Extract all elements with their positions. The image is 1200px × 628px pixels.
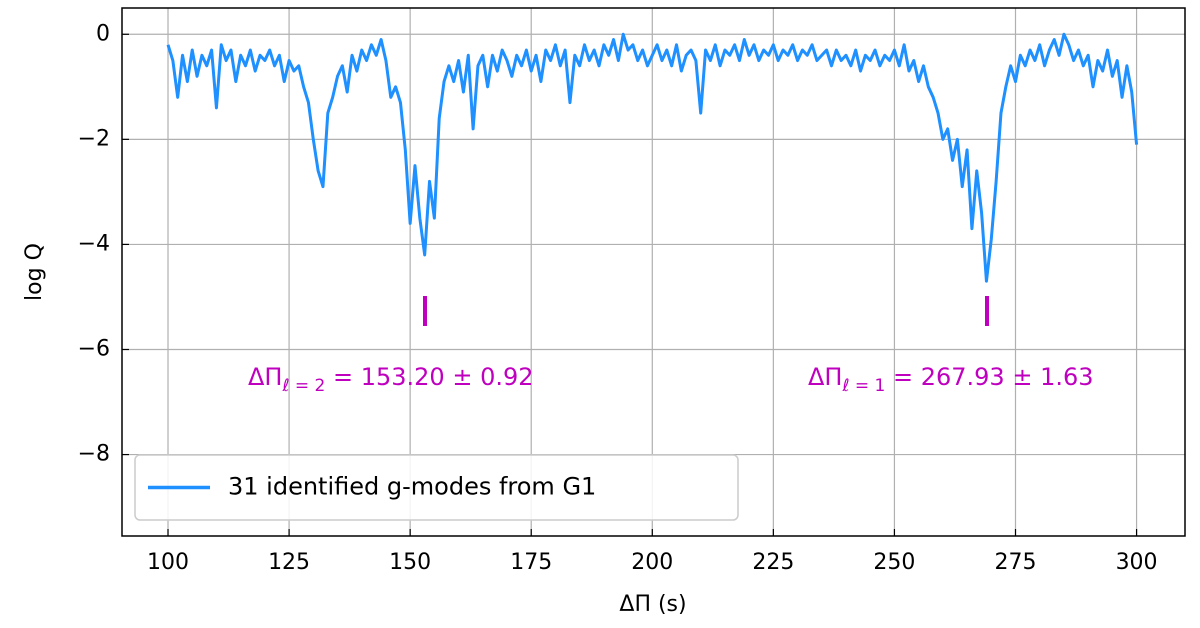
x-tick-label: 250 xyxy=(873,550,915,575)
x-tick-label: 200 xyxy=(631,550,673,575)
y-tick-label: 0 xyxy=(96,21,110,46)
annotation-sub: ℓ = 2 xyxy=(281,376,325,396)
y-tick-label: −4 xyxy=(78,231,110,256)
annotation-rest: = 153.20 ± 0.92 xyxy=(325,363,533,391)
annotation-main: ΔΠ xyxy=(808,363,842,391)
x-tick-label: 175 xyxy=(510,550,552,575)
y-tick-label: −8 xyxy=(78,442,110,467)
legend-label: 31 identified g-modes from G1 xyxy=(228,473,596,501)
data xyxy=(166,32,1139,283)
x-tick-label: 275 xyxy=(995,550,1037,575)
y-tick-label: −6 xyxy=(78,336,110,361)
x-tick-label: 125 xyxy=(268,550,310,575)
x-tick-label: 100 xyxy=(147,550,189,575)
annotation-main: ΔΠ xyxy=(248,363,282,391)
x-tick-label: 225 xyxy=(752,550,794,575)
annotation-sub: ℓ = 1 xyxy=(841,376,885,396)
x-tick-label: 150 xyxy=(389,550,431,575)
legend: 31 identified g-modes from G1 xyxy=(134,454,739,521)
legend-box xyxy=(134,454,739,521)
x-axis-label: ΔΠ (s) xyxy=(619,592,686,617)
annotation: ΔΠℓ = 1 = 267.93 ± 1.63 xyxy=(808,363,1094,396)
plot-frame xyxy=(121,7,1186,537)
annotation-rest: = 267.93 ± 1.63 xyxy=(885,363,1093,391)
x-tick-label: 300 xyxy=(1116,550,1158,575)
y-axis-label: log Q xyxy=(22,243,47,301)
data-line xyxy=(166,32,1139,283)
y-tick-label: −2 xyxy=(78,126,110,151)
annotation: ΔΠℓ = 2 = 153.20 ± 0.92 xyxy=(248,363,534,396)
